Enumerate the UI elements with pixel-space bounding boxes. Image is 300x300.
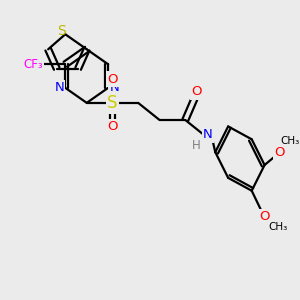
- Text: N: N: [203, 128, 213, 142]
- Text: N: N: [109, 81, 119, 94]
- Text: O: O: [107, 120, 118, 133]
- Text: S: S: [58, 24, 66, 38]
- Text: O: O: [274, 146, 285, 159]
- Text: O: O: [192, 85, 202, 98]
- Text: CF₃: CF₃: [23, 58, 43, 71]
- Text: O: O: [107, 73, 118, 86]
- Text: CH₃: CH₃: [281, 136, 300, 146]
- Text: O: O: [259, 210, 270, 223]
- Text: H: H: [192, 139, 200, 152]
- Text: N: N: [54, 81, 64, 94]
- Text: CH₃: CH₃: [269, 222, 288, 232]
- Text: S: S: [107, 94, 118, 112]
